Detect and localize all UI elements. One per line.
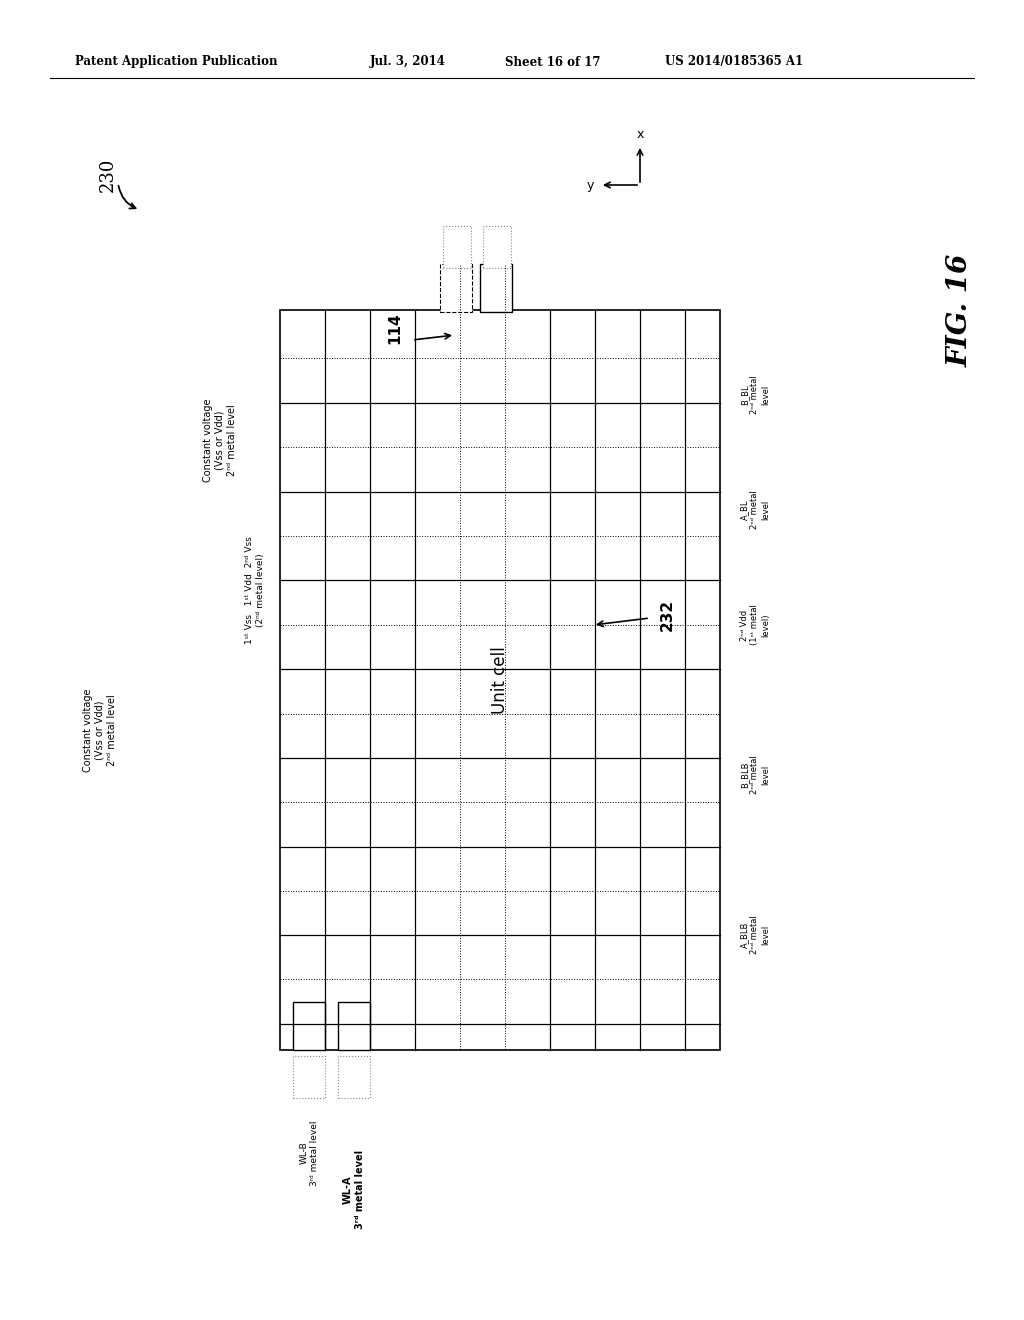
Bar [480,264,512,312]
Text: A_BL
2ⁿᵈ metal
level: A_BL 2ⁿᵈ metal level [740,491,770,529]
Text: US 2014/0185365 A1: US 2014/0185365 A1 [665,55,803,69]
Text: Sheet 16 of 17: Sheet 16 of 17 [505,55,600,69]
Text: B_BLB
2ⁿᵈ metal
level: B_BLB 2ⁿᵈ metal level [740,755,770,795]
Text: 230: 230 [99,158,117,193]
Bar [280,310,720,1049]
Text: 1ˢᵗ Vss   1ˢᵗ Vdd  2ⁿᵈ Vss
(2ⁿᵈ metal level): 1ˢᵗ Vss 1ˢᵗ Vdd 2ⁿᵈ Vss (2ⁿᵈ metal level… [246,536,264,644]
Bar [443,226,471,268]
Text: Constant voltage
(Vss or Vdd)
2ⁿᵈ metal level: Constant voltage (Vss or Vdd) 2ⁿᵈ metal … [204,399,237,482]
Text: 2ⁿᵈ Vdd
(1ˢᵗ metal
level): 2ⁿᵈ Vdd (1ˢᵗ metal level) [740,605,770,645]
Text: FIG. 16: FIG. 16 [946,253,974,367]
Text: Jul. 3, 2014: Jul. 3, 2014 [370,55,445,69]
Text: A_BLB
2ⁿᵈ metal
level: A_BLB 2ⁿᵈ metal level [740,916,770,954]
Text: Patent Application Publication: Patent Application Publication [75,55,278,69]
Bar [293,1002,325,1049]
Bar [440,264,472,312]
Text: WL-B
3ʳᵈ metal level: WL-B 3ʳᵈ metal level [299,1119,318,1185]
Text: y: y [587,178,594,191]
Text: 232: 232 [660,599,675,631]
Bar [483,226,511,268]
Text: WL-A
3ʳᵈ metal level: WL-A 3ʳᵈ metal level [343,1150,365,1229]
Text: 114: 114 [387,313,402,343]
Text: Unit cell: Unit cell [490,645,509,714]
Text: Constant voltage
(Vss or Vdd)
2ⁿᵈ metal level: Constant voltage (Vss or Vdd) 2ⁿᵈ metal … [83,688,117,772]
Text: B_BL
2ⁿᵈ metal
level: B_BL 2ⁿᵈ metal level [740,376,770,414]
Text: x: x [636,128,644,141]
Bar [293,1056,325,1098]
Bar [338,1002,370,1049]
Bar [338,1056,370,1098]
